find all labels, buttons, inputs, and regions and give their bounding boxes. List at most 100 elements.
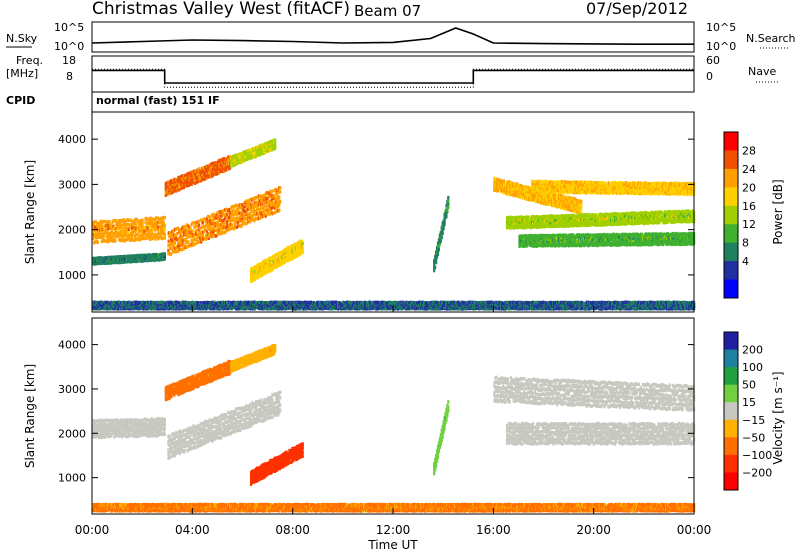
power-echo-cell bbox=[600, 212, 603, 217]
power-echo-cell bbox=[162, 221, 165, 225]
freq-tick-top: 18 bbox=[62, 54, 76, 67]
power-echo-cell bbox=[580, 199, 583, 203]
power-echo-cell bbox=[112, 224, 115, 228]
power-echo-cell bbox=[502, 186, 505, 190]
power-echo-cell bbox=[260, 266, 263, 270]
cpid-value: normal (fast) 151 IF bbox=[96, 94, 220, 107]
power-echo-cell bbox=[184, 225, 187, 229]
power-echo-cell bbox=[244, 150, 247, 154]
power-echo-cell bbox=[198, 223, 201, 227]
power-echo-cell bbox=[568, 198, 571, 203]
power-echo-cell bbox=[251, 209, 254, 214]
power-echo-cell bbox=[205, 229, 208, 233]
power-echo-cell bbox=[208, 223, 211, 228]
power-echo-cell bbox=[597, 219, 600, 223]
power-echo-cell bbox=[148, 253, 151, 257]
power-echo-cell bbox=[244, 152, 247, 156]
power-echo-cell bbox=[283, 260, 286, 265]
power-echo-cell bbox=[539, 179, 542, 184]
power-echo-cell bbox=[278, 195, 281, 199]
power-echo-cell bbox=[148, 218, 151, 222]
power-echo-cell bbox=[633, 211, 636, 215]
power-echo-cell bbox=[271, 201, 274, 205]
power-echo-cell bbox=[161, 236, 164, 240]
power-echo-cell bbox=[447, 201, 450, 206]
power-echo-cell bbox=[274, 258, 277, 262]
power-echo-cell bbox=[575, 221, 578, 226]
power-echo-cell bbox=[447, 204, 450, 208]
power-echo-cell bbox=[181, 235, 184, 239]
power-echo-cell bbox=[144, 220, 147, 225]
power-echo-cell bbox=[203, 217, 207, 222]
freq-label: Freq. bbox=[16, 54, 43, 67]
power-echo-cell bbox=[259, 269, 262, 273]
power-echo-cell bbox=[441, 231, 444, 236]
power-echo-cell bbox=[512, 193, 515, 198]
power-echo-cell bbox=[622, 216, 625, 220]
power-echo-cell bbox=[136, 232, 139, 236]
power-echo-cell bbox=[164, 184, 167, 188]
power-echo-cell bbox=[193, 242, 196, 247]
power-echo-cell bbox=[617, 233, 620, 237]
power-echo-cell bbox=[274, 146, 277, 150]
power-echo-cell bbox=[531, 234, 535, 238]
power-echo-cell bbox=[543, 240, 546, 244]
power-echo-cell bbox=[679, 210, 682, 214]
power-echo-cell bbox=[141, 236, 144, 241]
power-echo-cell bbox=[666, 242, 669, 246]
power-echo-cell bbox=[559, 193, 563, 198]
power-echo-cell bbox=[181, 238, 184, 243]
power-echo-cell bbox=[562, 214, 565, 218]
power-echo-cell bbox=[155, 220, 158, 224]
power-echo-cell bbox=[242, 219, 245, 223]
power-echo-cell bbox=[548, 202, 551, 206]
power-echo-cell bbox=[505, 225, 509, 230]
power-echo-cell bbox=[527, 190, 530, 194]
power-echo-cell bbox=[270, 203, 273, 207]
power-echo-cell bbox=[94, 220, 98, 224]
power-echo-cell bbox=[202, 237, 205, 241]
power-echo-cell bbox=[558, 220, 562, 224]
power-echo-cell bbox=[230, 213, 233, 218]
power-echo-cell bbox=[189, 226, 192, 231]
power-echo-cell bbox=[592, 233, 595, 238]
power-echo-cell bbox=[547, 243, 550, 248]
power-echo-cell bbox=[171, 247, 174, 251]
power-echo-cell bbox=[149, 224, 152, 228]
power-echo-cell bbox=[262, 211, 265, 215]
power-echo-cell bbox=[689, 215, 692, 220]
power-echo-cell bbox=[163, 215, 166, 220]
freq-unit: [MHz] bbox=[6, 67, 38, 80]
power-echo-cell bbox=[198, 167, 201, 171]
power-echo-cell bbox=[535, 244, 538, 248]
power-echo-cell bbox=[445, 212, 448, 216]
power-echo-cell bbox=[196, 173, 199, 177]
power-echo-cell bbox=[216, 221, 219, 225]
power-echo-cell bbox=[114, 239, 117, 243]
power-echo-cell bbox=[513, 191, 516, 195]
power-echo-cell bbox=[178, 185, 181, 190]
power-echo-cell bbox=[496, 179, 499, 183]
power-echo-cell bbox=[569, 223, 572, 228]
power-echo-cell bbox=[241, 203, 244, 207]
power-echo-cell bbox=[257, 200, 260, 204]
power-echo-cell bbox=[202, 221, 205, 225]
power-echo-cell bbox=[574, 197, 577, 201]
power-echo-cell bbox=[226, 220, 229, 224]
power-echo-cell bbox=[175, 250, 178, 254]
power-echo-cell bbox=[529, 221, 532, 226]
power-echo-cell bbox=[214, 216, 217, 220]
power-echo-cell bbox=[194, 237, 197, 241]
power-echo-cell bbox=[183, 185, 186, 190]
power-echo-cell bbox=[108, 220, 111, 224]
nsearch-label: N.Search bbox=[746, 32, 796, 45]
power-echo-cell bbox=[232, 227, 236, 231]
power-echo-cell bbox=[552, 218, 555, 222]
power-echo-cell bbox=[560, 216, 564, 220]
nsky-label: N.Sky bbox=[6, 32, 38, 45]
power-echo-cell bbox=[668, 242, 671, 246]
power-echo-cell bbox=[273, 194, 276, 198]
power-echo-cell bbox=[265, 260, 268, 264]
power-echo-cell bbox=[517, 183, 520, 188]
power-echo-cell bbox=[176, 249, 180, 253]
